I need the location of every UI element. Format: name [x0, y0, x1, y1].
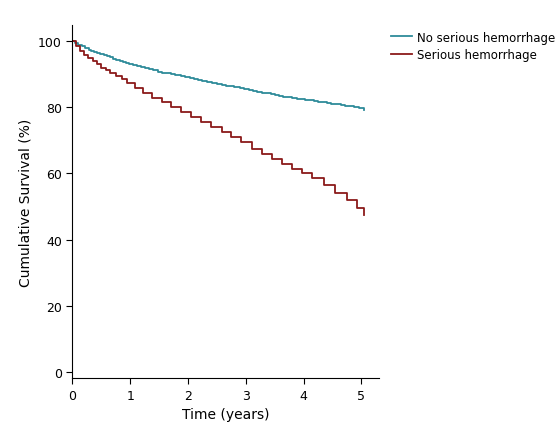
Y-axis label: Cumulative Survival (%): Cumulative Survival (%) [18, 118, 32, 286]
X-axis label: Time (years): Time (years) [182, 407, 270, 421]
Legend: No serious hemorrhage, Serious hemorrhage: No serious hemorrhage, Serious hemorrhag… [391, 32, 555, 62]
